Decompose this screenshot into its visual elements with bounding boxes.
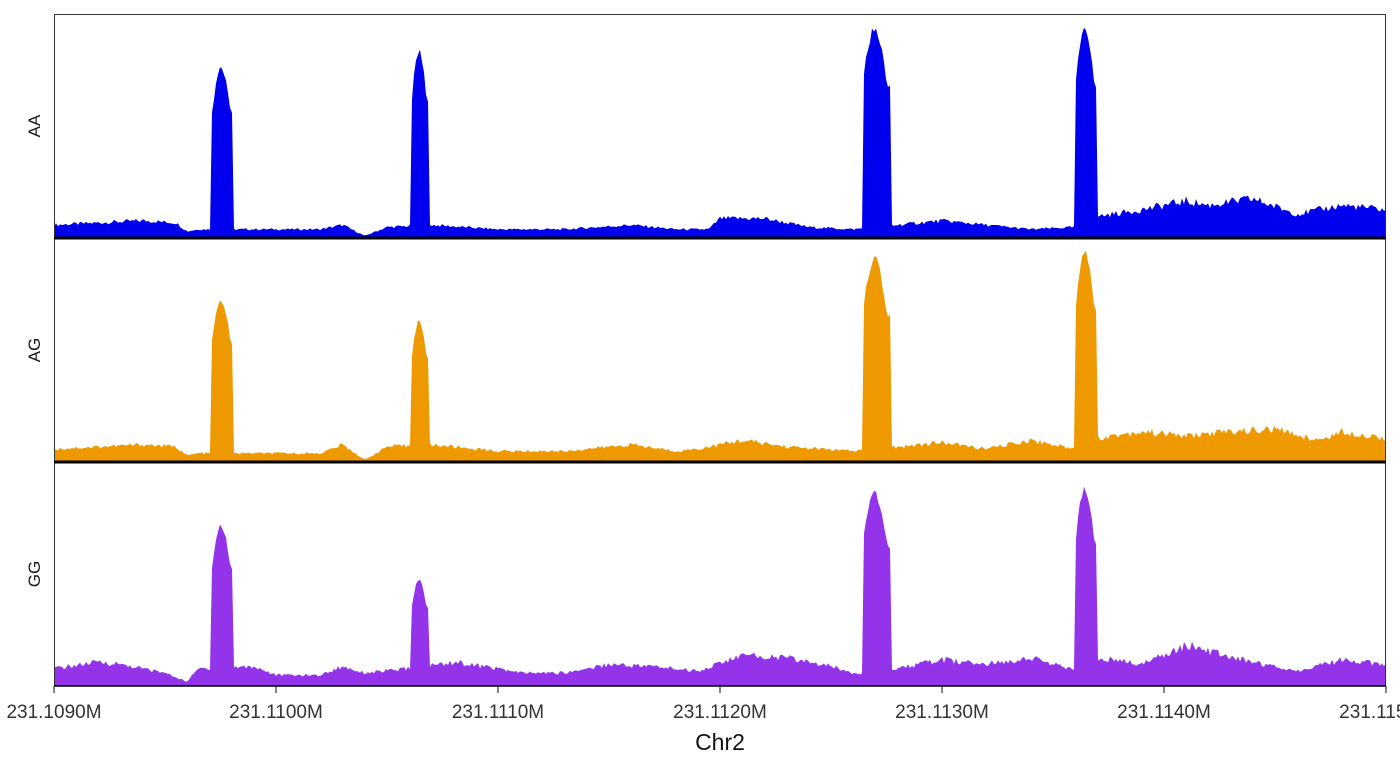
x-tick-label: 231.1150M: [1339, 702, 1400, 723]
track-label-ag: AG: [25, 338, 44, 363]
x-tick-label: 231.1090M: [6, 702, 101, 723]
x-tick-label: 231.1120M: [673, 702, 767, 723]
coverage-area-gg: [54, 486, 1386, 686]
track-gg: GG: [25, 462, 1386, 686]
x-tick-label: 231.1100M: [229, 702, 323, 723]
track-aa: AA: [25, 14, 1386, 238]
track-label-gg: GG: [25, 561, 44, 587]
coverage-tracks: AA AG GG: [25, 14, 1386, 686]
x-axis-title: Chr2: [695, 729, 745, 755]
x-tick-label: 231.1140M: [1117, 702, 1211, 723]
coverage-area-aa: [54, 27, 1386, 238]
x-tick-label: 231.1130M: [895, 702, 989, 723]
track-background: [54, 462, 1386, 686]
track-background: [54, 14, 1386, 238]
x-axis: 231.1090M 231.1100M 231.1110M 231.1120M 231.…: [6, 685, 1400, 723]
x-tick-label: 231.1110M: [452, 702, 544, 723]
coverage-area-ag: [54, 250, 1386, 462]
track-background: [54, 238, 1386, 462]
track-ag: AG: [25, 238, 1386, 462]
track-label-aa: AA: [25, 114, 44, 137]
